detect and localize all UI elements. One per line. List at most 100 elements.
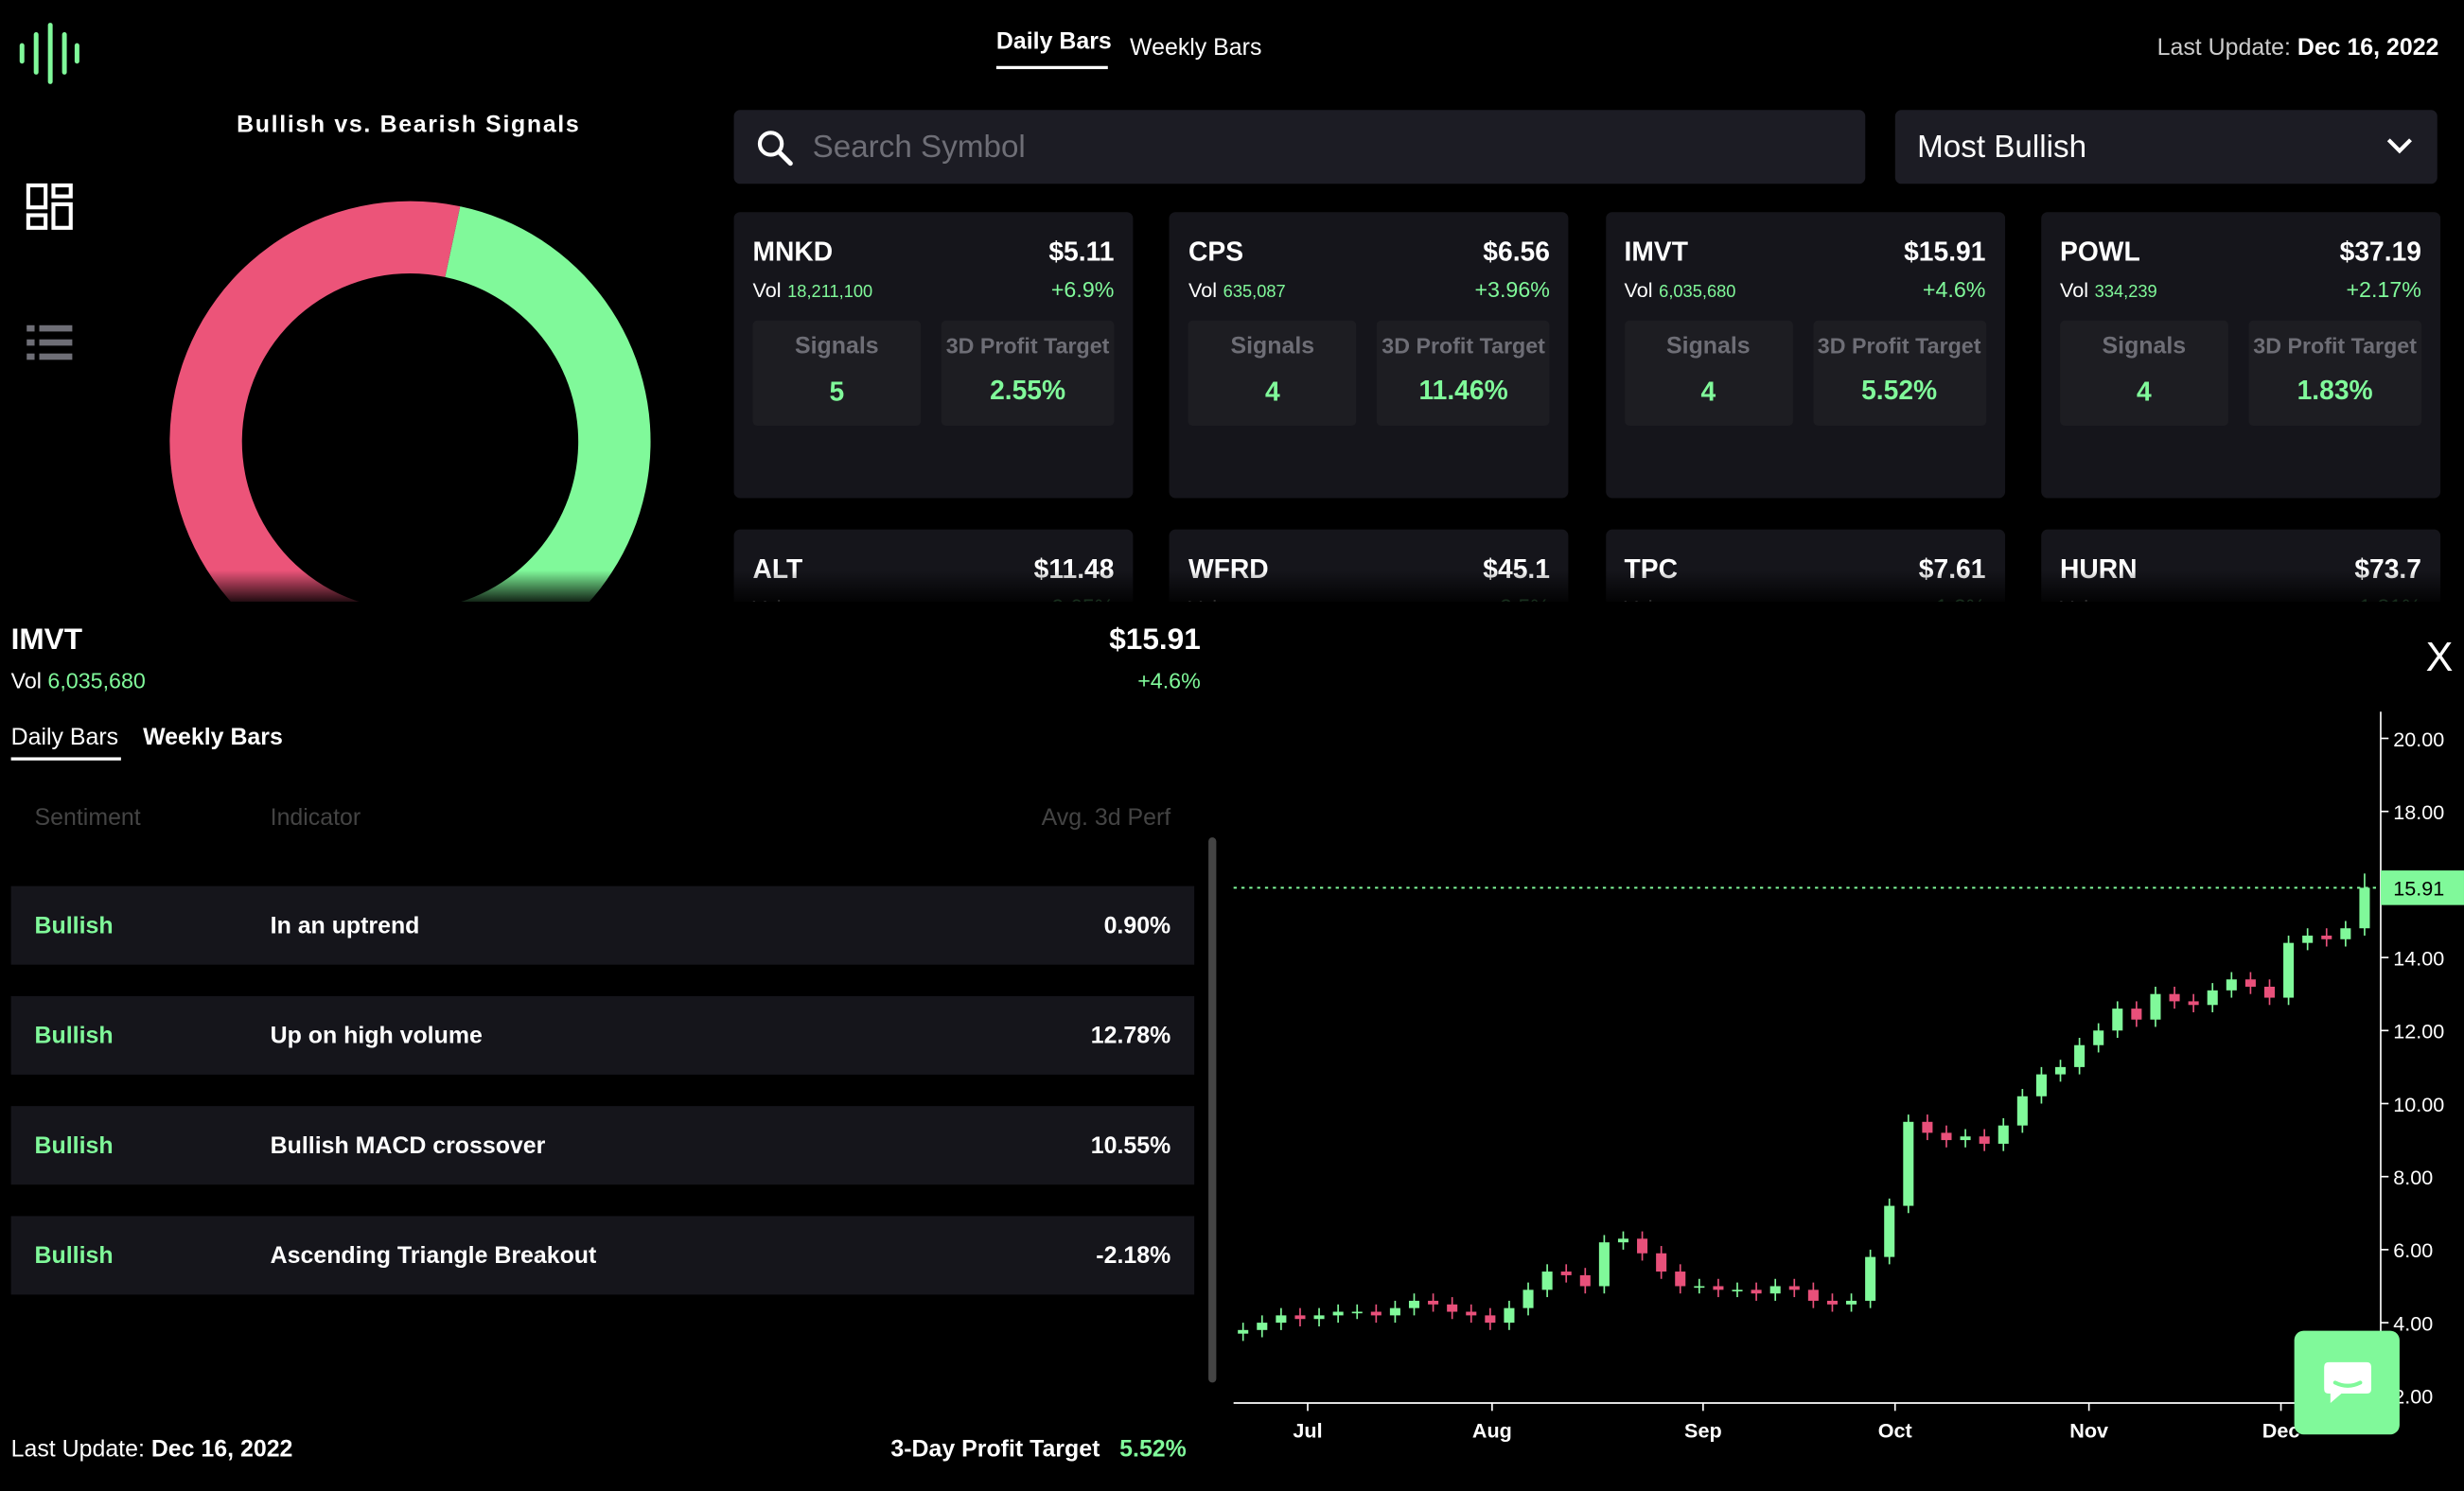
tab-weekly[interactable]: Weekly Bars [1130, 34, 1262, 61]
sort-dropdown[interactable]: Most Bullish [1894, 110, 2438, 184]
y-tick-label: 18.00 [2393, 800, 2444, 824]
list-icon[interactable] [26, 322, 76, 365]
dropdown-arrow [2386, 138, 2412, 154]
target-label: 3D Profit Target [2253, 333, 2417, 359]
stock-card[interactable]: POWL $37.19 Vol 334,239 +2.17% Signals 4 3D Pro… [2041, 212, 2440, 499]
close-button[interactable]: X [2425, 633, 2454, 681]
stock-card[interactable]: MNKD $5.11 Vol 18,211,100 +6.9% Signals 5 3D Pr… [733, 212, 1134, 499]
stock-card[interactable]: IMVT $15.91 Vol 6,035,680 +4.6% Signals 4 3D Pr… [1605, 212, 2005, 499]
candle-body [1960, 1136, 1971, 1141]
detail-price: $15.91 [1109, 623, 1201, 658]
candle-body [2359, 887, 2370, 929]
y-tick-label: 2.00 [2393, 1385, 2433, 1409]
card-change: +3.96% [1474, 276, 1550, 302]
x-tick-label: Jul [1293, 1419, 1322, 1443]
detail-tab-weekly[interactable]: Weekly Bars [143, 724, 283, 751]
detail-change: +4.6% [1137, 667, 1201, 693]
candle-body [1884, 1205, 1895, 1257]
signals-box: Signals 5 [752, 320, 922, 427]
last-price-tag [2380, 870, 2464, 905]
candle-body [1903, 1121, 1914, 1206]
candle-body [2283, 942, 2295, 998]
candle-body [1579, 1274, 1591, 1287]
y-tick-label: 12.00 [2393, 1020, 2444, 1044]
detail-tab-daily[interactable]: Daily Bars [10, 724, 119, 751]
signals-label: Signals [1230, 333, 1315, 360]
candle-body [1788, 1286, 1800, 1290]
signals-label: Signals [795, 333, 879, 360]
candle-body [1617, 1238, 1629, 1243]
candle-body [1428, 1300, 1439, 1305]
fade [0, 570, 2464, 603]
last-update-date: Dec 16, 2022 [2297, 34, 2439, 61]
signals-label: Signals [1666, 333, 1751, 360]
candle-body [1941, 1132, 1952, 1141]
candle-body [1998, 1125, 2009, 1144]
signals-value: 4 [1700, 377, 1716, 408]
footer-target-label: 3-Day Profit Target [890, 1435, 1100, 1464]
y-tick-label: 6.00 [2393, 1238, 2433, 1262]
signal-row: Bullish Up on high volume 12.78% [10, 995, 1195, 1075]
x-tick-label: Oct [1878, 1419, 1912, 1443]
candle-body [2016, 1096, 2028, 1126]
candle-body [1694, 1286, 1705, 1289]
candle-body [1598, 1242, 1610, 1287]
indicator: In an uptrend [270, 912, 420, 940]
search-placeholder: Search Symbol [812, 130, 1026, 166]
card-volume: Vol 635,087 [1188, 278, 1286, 302]
grid-icon[interactable] [26, 183, 76, 233]
footer-update: Last Update: Dec 16, 2022 [11, 1436, 293, 1463]
candle-body [1846, 1300, 1857, 1305]
candle-body [1466, 1311, 1477, 1316]
donut-title: Bullish vs. Bearish Signals [237, 111, 581, 139]
target-label: 3D Profit Target [1817, 333, 1981, 359]
column-header: Sentiment [34, 804, 141, 832]
card-change: +2.17% [2346, 276, 2421, 302]
sentiment: Bullish [34, 1242, 114, 1270]
candle-body [2150, 993, 2161, 1020]
target-value: 1.83% [2297, 375, 2373, 406]
card-volume: Vol 334,239 [2060, 278, 2157, 302]
price-chart: 2.004.006.008.0010.0012.0014.0016.0018.0… [1233, 711, 2464, 1443]
y-tick-label: 20.00 [2393, 728, 2444, 751]
card-symbol: MNKD [752, 237, 834, 268]
footer-date: Dec 16, 2022 [150, 1435, 293, 1464]
candle-body [1807, 1289, 1819, 1301]
candle-body [1751, 1289, 1762, 1294]
candle-body [1238, 1329, 1249, 1334]
search-box[interactable]: Search Symbol [733, 110, 1866, 184]
candle-body [2169, 993, 2180, 1002]
stock-card[interactable]: CPS $6.56 Vol 635,087 +3.96% Signals 4 3D Profi… [1170, 212, 1569, 499]
candle-body [2263, 986, 2276, 998]
card-price: $37.19 [2339, 237, 2421, 268]
card-symbol: IMVT [1624, 237, 1688, 268]
signals-value: 5 [829, 377, 845, 408]
candle-body [2207, 990, 2218, 1006]
candle-body [1485, 1315, 1496, 1324]
candle-body [1351, 1311, 1363, 1314]
candle-body [1769, 1286, 1781, 1294]
chat-button[interactable] [2294, 1330, 2400, 1435]
vol-value: 635,087 [1223, 282, 1286, 302]
signal-row: Bullish Ascending Triangle Breakout -2.18% [10, 1216, 1195, 1295]
scrollbar[interactable] [1208, 837, 1217, 1383]
y-tick-label: 4.00 [2393, 1311, 2433, 1335]
candle-body [2340, 928, 2351, 939]
logo[interactable] [16, 22, 85, 84]
candle-body [2244, 979, 2256, 987]
avg-perf: 12.78% [1090, 1023, 1171, 1050]
tab-daily[interactable]: Daily Bars [995, 27, 1112, 56]
card-symbol: CPS [1188, 237, 1244, 268]
target-value: 5.52% [1861, 375, 1938, 406]
avg-perf: -2.18% [1096, 1242, 1171, 1270]
vol-label: Vol [10, 667, 42, 693]
signals-value: 4 [2136, 377, 2152, 408]
chat-icon [2324, 1361, 2372, 1404]
signals-label: Signals [2102, 333, 2187, 360]
signals-value: 4 [1264, 377, 1280, 408]
last-update: Last Update: Dec 16, 2022 [2157, 35, 2439, 61]
signal-row: Bullish Bullish MACD crossover 10.55% [10, 1106, 1195, 1185]
last-price-label: 15.91 [2393, 877, 2444, 901]
tab-underline [10, 757, 121, 761]
card-price: $5.11 [1048, 237, 1115, 268]
